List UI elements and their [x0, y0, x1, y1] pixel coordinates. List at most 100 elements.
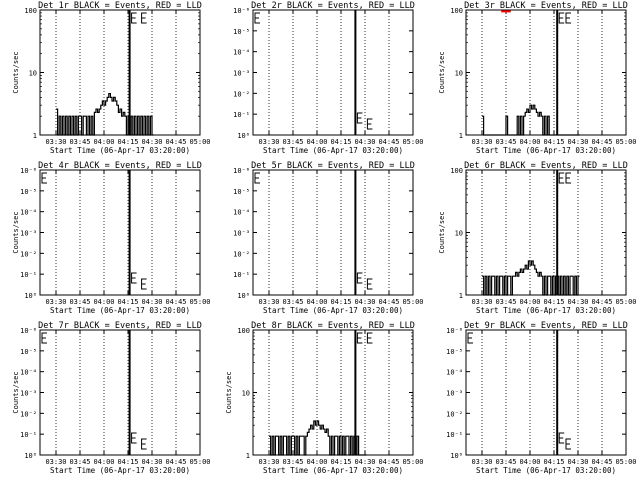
y-tick-label: 10⁰ [24, 292, 37, 300]
marker-glyph [565, 12, 571, 24]
y-tick-label: 10⁻³ [20, 230, 37, 238]
x-tick-label: 03:45 [495, 138, 516, 146]
y-tick-label: 10⁻² [233, 250, 250, 258]
y-tick-label: 10 [455, 230, 463, 238]
y-axis-label: Counts/sec [438, 211, 446, 253]
x-tick-label: 04:45 [591, 458, 612, 466]
x-tick-label: 03:30 [45, 458, 66, 466]
x-tick-label: 05:00 [615, 458, 636, 466]
marker-glyph [565, 172, 571, 184]
x-tick-label: 04:45 [165, 458, 186, 466]
y-tick-label: 10⁻⁴ [233, 49, 250, 57]
y-tick-label: 10 [29, 70, 37, 78]
x-tick-label: 03:45 [495, 458, 516, 466]
y-tick-label: 100 [237, 327, 250, 335]
y-tick-label: 10⁰ [237, 132, 250, 140]
marker-glyph [41, 172, 47, 184]
y-tick-label: 10⁻⁴ [233, 209, 250, 217]
x-tick-label: 03:30 [258, 298, 279, 306]
x-tick-label: 04:15 [117, 298, 138, 306]
y-tick-label: 10⁻⁵ [233, 28, 250, 36]
x-tick-label: 04:15 [543, 458, 564, 466]
y-tick-label: 10⁻⁵ [20, 348, 37, 356]
y-tick-label: 10⁻⁵ [20, 188, 37, 196]
marker-glyph [131, 272, 137, 284]
x-tick-label: 03:30 [45, 298, 66, 306]
y-tick-label: 10⁻¹ [20, 431, 37, 439]
x-tick-label: 04:00 [306, 458, 327, 466]
x-tick-label: 04:15 [330, 298, 351, 306]
y-tick-label: 10⁰ [450, 452, 463, 460]
marker-glyph [141, 278, 147, 290]
x-tick-label: 04:00 [519, 298, 540, 306]
x-tick-label: 04:00 [93, 458, 114, 466]
x-tick-label: 03:30 [258, 138, 279, 146]
marker-glyph [356, 272, 363, 284]
x-tick-label: 05:00 [402, 458, 423, 466]
y-tick-label: 1 [33, 132, 37, 140]
x-tick-label: 03:45 [282, 138, 303, 146]
y-tick-label: 10⁻⁴ [20, 209, 37, 217]
x-tick-label: 04:00 [306, 138, 327, 146]
y-tick-label: 10⁻⁶ [20, 167, 37, 175]
x-tick-label: 04:45 [378, 298, 399, 306]
panel-title: Det 3r BLACK = Events, RED = LLD [464, 1, 628, 11]
x-tick-label: 05:00 [189, 138, 210, 146]
x-tick-label: 05:00 [402, 138, 423, 146]
y-tick-label: 10⁻³ [446, 390, 463, 398]
x-tick-label: 04:00 [519, 458, 540, 466]
marker-glyph [558, 172, 565, 184]
marker-glyph [558, 432, 565, 444]
y-axis-label: Counts/sec [12, 211, 20, 253]
x-tick-label: 04:00 [519, 138, 540, 146]
x-tick-label: 03:45 [69, 458, 90, 466]
y-tick-label: 10⁻⁶ [233, 7, 250, 15]
x-tick-label: 04:45 [591, 298, 612, 306]
events-series-line [482, 104, 580, 136]
panel-title: Det 8r BLACK = Events, RED = LLD [251, 321, 415, 331]
x-tick-label: 03:30 [471, 458, 492, 466]
x-axis-label: Start Time (06-Apr-17 03:20:00) [263, 146, 403, 155]
y-tick-label: 10⁻³ [233, 230, 250, 238]
x-tick-label: 04:15 [543, 298, 564, 306]
marker-glyph [366, 332, 373, 344]
y-tick-label: 10⁻⁴ [446, 369, 463, 377]
panel-title: Det 4r BLACK = Events, RED = LLD [38, 161, 202, 171]
x-axis-label: Start Time (06-Apr-17 03:20:00) [50, 306, 190, 315]
x-tick-label: 05:00 [615, 138, 636, 146]
x-tick-label: 05:00 [402, 298, 423, 306]
y-tick-label: 100 [450, 7, 463, 15]
x-tick-label: 04:45 [378, 458, 399, 466]
marker-glyph [131, 432, 137, 444]
y-tick-label: 10⁻² [233, 90, 250, 98]
x-tick-label: 04:30 [354, 458, 375, 466]
x-tick-label: 04:00 [93, 138, 114, 146]
x-tick-label: 04:45 [165, 298, 186, 306]
events-series-line [482, 260, 580, 296]
events-series-line [269, 420, 367, 456]
marker-glyph [356, 112, 363, 124]
x-tick-label: 04:00 [306, 298, 327, 306]
y-tick-label: 10⁻³ [233, 70, 250, 78]
x-tick-label: 04:15 [330, 138, 351, 146]
marker-glyph [366, 278, 373, 290]
x-axis-label: Start Time (06-Apr-17 03:20:00) [50, 146, 190, 155]
y-tick-label: 10⁻¹ [233, 271, 250, 279]
x-axis-label: Start Time (06-Apr-17 03:20:00) [263, 306, 403, 315]
panel-title: Det 9r BLACK = Events, RED = LLD [464, 321, 628, 331]
panel-title: Det 5r BLACK = Events, RED = LLD [251, 161, 415, 171]
x-tick-label: 03:45 [495, 298, 516, 306]
marker-glyph [356, 332, 363, 344]
x-tick-label: 04:30 [141, 138, 162, 146]
x-tick-label: 04:30 [567, 458, 588, 466]
x-tick-label: 04:45 [378, 138, 399, 146]
x-axis-label: Start Time (06-Apr-17 03:20:00) [476, 466, 616, 475]
x-tick-label: 04:30 [567, 138, 588, 146]
